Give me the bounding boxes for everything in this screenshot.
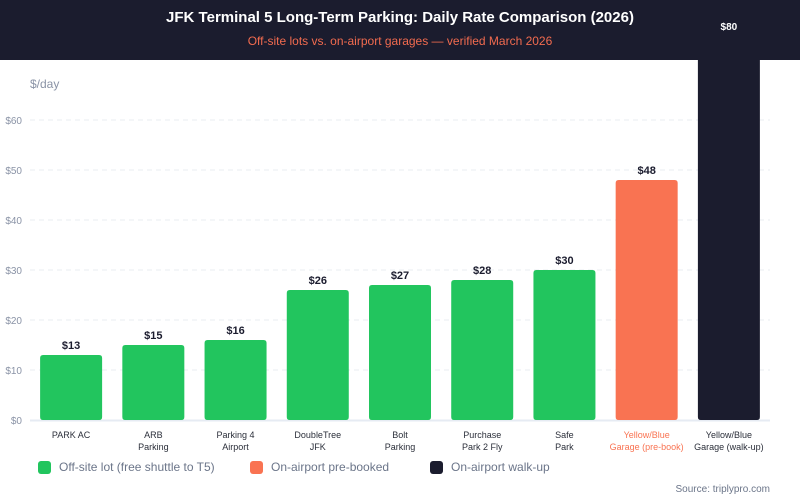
x-tick-label-1: Parking	[138, 442, 169, 452]
x-tick-label-3: DoubleTree	[294, 430, 341, 440]
chart-subtitle: Off-site lots vs. on-airport garages — v…	[247, 34, 553, 48]
y-tick-label: $40	[5, 216, 22, 227]
y-axis-label: $/day	[30, 77, 59, 91]
bar-6	[533, 270, 596, 420]
x-tick-label-6: Safe	[555, 430, 574, 440]
value-label-6: $30	[555, 255, 573, 267]
bar-4	[369, 285, 431, 420]
legend-label-prebook: On-airport pre-booked	[271, 460, 390, 474]
x-tick-label-4: Parking	[385, 442, 416, 452]
bar-3	[286, 290, 349, 420]
x-tick-label-6: Park	[555, 442, 574, 452]
bar-7	[615, 180, 678, 420]
bar-0	[40, 355, 103, 420]
value-label-4: $27	[391, 270, 409, 282]
y-tick-label: $10	[5, 366, 22, 377]
bar-8	[697, 60, 760, 420]
x-tick-label-7: Garage (pre-book)	[610, 442, 684, 452]
source-note: Source: triplypro.com	[675, 484, 770, 495]
y-tick-label: $20	[5, 316, 22, 327]
value-label-7: $48	[637, 165, 655, 177]
x-tick-label-7: Yellow/Blue	[624, 430, 670, 440]
x-tick-label-2: Airport	[222, 442, 249, 452]
value-label-5: $28	[473, 265, 491, 277]
legend-item-prebook: On-airport pre-booked	[250, 460, 430, 474]
bar-2	[204, 340, 267, 420]
value-label-0: $13	[62, 340, 80, 352]
x-tick-label-1: ARB	[144, 430, 163, 440]
y-tick-label: $0	[11, 416, 23, 427]
x-tick-label-4: Bolt	[392, 430, 408, 440]
legend-item-walkup: On-airport walk-up	[430, 460, 550, 474]
x-tick-label-2: Parking 4	[217, 430, 255, 440]
value-label-2: $16	[226, 325, 244, 337]
value-label-1: $15	[144, 330, 162, 342]
x-tick-label-3: JFK	[310, 442, 326, 452]
x-tick-label-0: PARK AC	[52, 430, 91, 440]
chart-header: JFK Terminal 5 Long-Term Parking: Daily …	[0, 0, 800, 60]
bar-5	[451, 280, 514, 420]
x-tick-label-5: Purchase	[463, 430, 501, 440]
legend: Off-site lot (free shuttle to T5) On-air…	[38, 460, 550, 474]
value-label-8: $80	[721, 22, 738, 33]
legend-label-walkup: On-airport walk-up	[451, 460, 550, 474]
x-tick-label-5: Park 2 Fly	[462, 442, 503, 452]
y-tick-label: $30	[5, 266, 22, 277]
value-label-3: $26	[309, 275, 327, 287]
chart-title: JFK Terminal 5 Long-Term Parking: Daily …	[166, 9, 634, 26]
y-tick-label: $50	[5, 166, 22, 177]
x-tick-label-8: Garage (walk-up)	[694, 442, 764, 452]
legend-swatch-prebook	[250, 460, 263, 474]
bar-1	[122, 345, 185, 420]
legend-swatch-walkup	[430, 460, 443, 474]
legend-label-offsite: Off-site lot (free shuttle to T5)	[59, 460, 215, 474]
x-tick-label-8: Yellow/Blue	[706, 430, 752, 440]
legend-item-offsite: Off-site lot (free shuttle to T5)	[38, 460, 250, 474]
y-tick-label: $60	[5, 116, 22, 127]
legend-swatch-offsite	[38, 460, 51, 474]
